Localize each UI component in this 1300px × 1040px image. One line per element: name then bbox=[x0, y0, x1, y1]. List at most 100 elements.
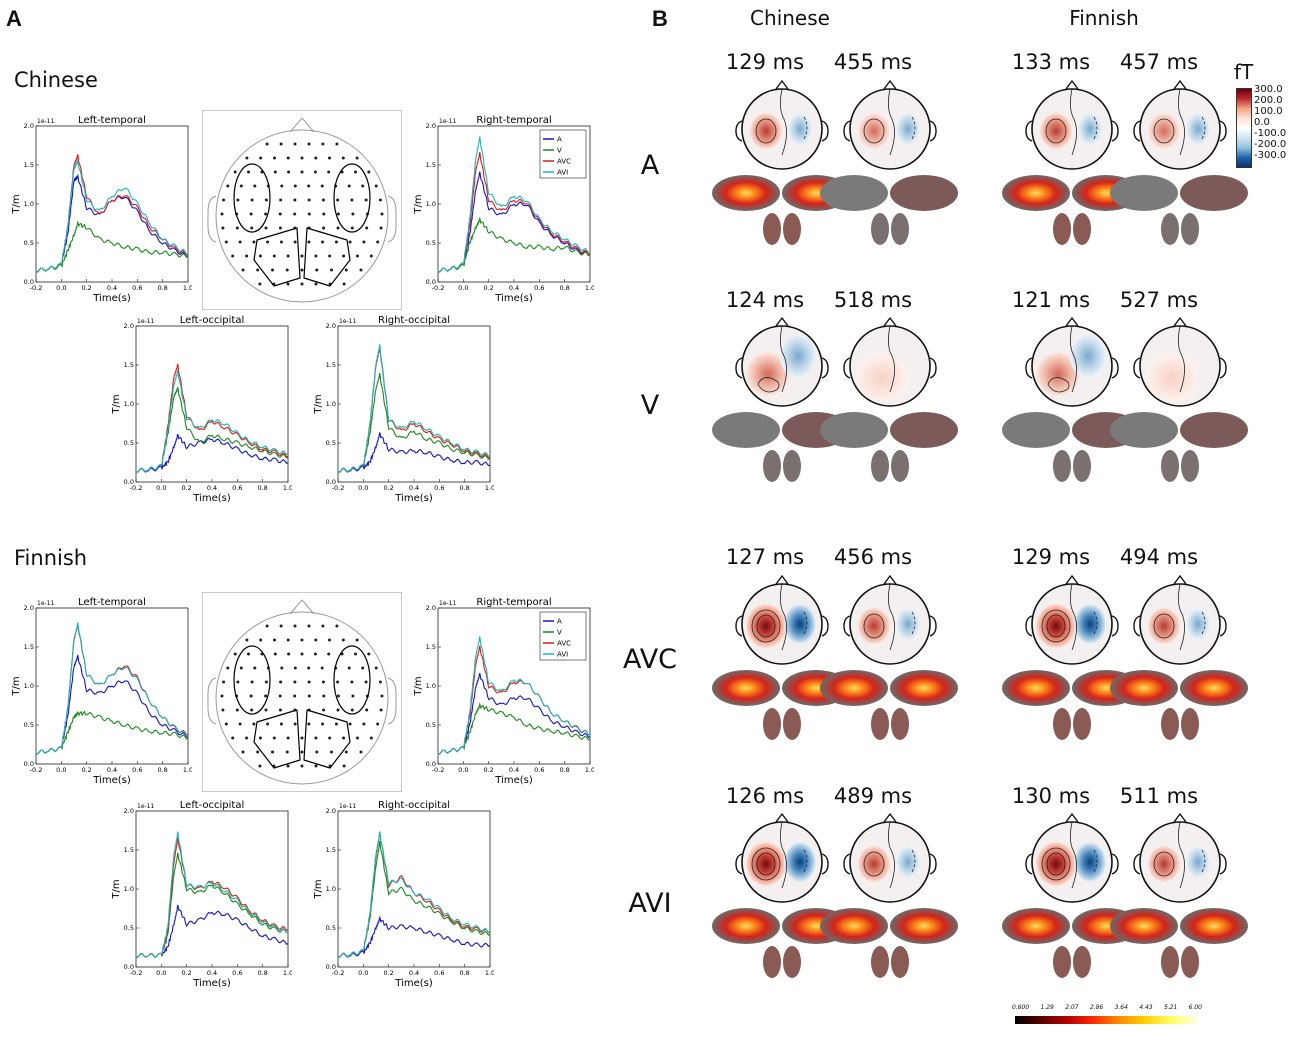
legend: AV AVC AVI bbox=[539, 611, 587, 661]
sensor-dot bbox=[307, 666, 311, 670]
sensor-dot bbox=[259, 156, 263, 160]
sensor-dot bbox=[334, 722, 338, 726]
topomap-ear bbox=[821, 120, 829, 142]
sensor-dot bbox=[293, 184, 297, 188]
region-left-temporal bbox=[233, 645, 271, 715]
sensor-dot bbox=[272, 736, 276, 740]
colorbar-source-tick: 2.07 bbox=[1065, 1004, 1079, 1011]
sensor-dot bbox=[278, 708, 282, 712]
topomap-zero-line bbox=[1070, 821, 1077, 889]
sensor-dot bbox=[249, 212, 253, 216]
sensor-dot bbox=[335, 624, 339, 628]
brain-occipital-left bbox=[871, 450, 889, 482]
series-line-a bbox=[337, 432, 491, 473]
sensor-dot bbox=[239, 184, 243, 188]
sensor-dot bbox=[355, 736, 359, 740]
sensor-dot bbox=[351, 212, 355, 216]
sensor-dot bbox=[351, 694, 355, 698]
x-tick-label: 0.4 bbox=[409, 484, 419, 492]
topomap-contour bbox=[1093, 849, 1098, 873]
y-tick-label: 1.5 bbox=[426, 643, 436, 651]
sensor-dot bbox=[256, 268, 260, 272]
region-right-occipital bbox=[303, 227, 351, 287]
sensor-dot bbox=[362, 240, 366, 244]
sensor-dot bbox=[313, 652, 317, 656]
x-tick-label: -0.2 bbox=[432, 284, 445, 292]
series-line-a bbox=[35, 654, 189, 755]
topomap-ear bbox=[929, 853, 937, 875]
sensor-dot bbox=[258, 736, 262, 740]
sensor-dot bbox=[293, 722, 297, 726]
sensor-dot bbox=[264, 708, 268, 712]
chart-title: Left-occipital bbox=[180, 315, 244, 326]
topomap-nose bbox=[1065, 79, 1079, 90]
sensor-dot bbox=[367, 652, 371, 656]
brain-occipital-left bbox=[1161, 213, 1179, 245]
y-tick-label: 2.0 bbox=[426, 122, 436, 130]
sensor-dot bbox=[355, 638, 359, 642]
sensor-dot bbox=[300, 764, 304, 768]
x-tick-label: 0.0 bbox=[358, 484, 368, 492]
brain-occipital-left bbox=[1161, 708, 1179, 740]
sensor-dot bbox=[321, 624, 325, 628]
sensor-dot bbox=[307, 240, 311, 244]
brain-occipital-right bbox=[1181, 708, 1199, 740]
sensor-dot bbox=[279, 240, 283, 244]
topomap-positive-field bbox=[858, 846, 890, 882]
topomap-ear bbox=[1111, 120, 1119, 142]
brain-lateral-left bbox=[712, 175, 780, 211]
sensor-dot bbox=[279, 142, 283, 146]
ear-right bbox=[387, 195, 397, 243]
plot-frame bbox=[35, 125, 189, 283]
sensor-dot bbox=[364, 198, 368, 202]
sensor-dot bbox=[222, 680, 226, 684]
sensor-layout-diagram-chinese bbox=[202, 110, 402, 310]
topomap-positive-field bbox=[856, 354, 908, 402]
sensor-dot bbox=[266, 240, 270, 244]
topomap-contour bbox=[1153, 851, 1175, 877]
sensor-dot bbox=[327, 652, 331, 656]
y-tick-label: 1.0 bbox=[426, 682, 436, 690]
topomap-zero-line bbox=[780, 325, 787, 393]
latency-label: 129 ms bbox=[1011, 545, 1091, 569]
sensor-dot bbox=[293, 198, 297, 202]
sensor-dot bbox=[320, 666, 324, 670]
series-line-v bbox=[337, 372, 491, 473]
plot-frame bbox=[337, 325, 491, 483]
sensor-dot bbox=[287, 170, 291, 174]
topomap-ear bbox=[1111, 853, 1119, 875]
scale-label: 1e-11 bbox=[339, 318, 356, 325]
brain-occipital-right bbox=[783, 213, 801, 245]
y-tick-label: 0.5 bbox=[124, 439, 134, 447]
topomap-nose bbox=[1065, 316, 1079, 327]
topomap-ear bbox=[843, 615, 851, 637]
topomap-ear bbox=[821, 853, 829, 875]
sensor-dot bbox=[355, 254, 359, 258]
sensor-dot bbox=[362, 722, 366, 726]
panel-a-label: A bbox=[6, 6, 22, 31]
brain-occipital-left bbox=[1053, 213, 1071, 245]
sensor-dot bbox=[322, 708, 326, 712]
colorbar-source-tick: 2.86 bbox=[1089, 1004, 1104, 1011]
topomap-nose bbox=[1173, 812, 1187, 823]
latency-label: 455 ms bbox=[833, 50, 913, 74]
latency-label: 518 ms bbox=[833, 288, 913, 312]
legend: AV AVC AVI bbox=[539, 129, 587, 179]
brain-occipital-right bbox=[1073, 708, 1091, 740]
brain-lateral-left bbox=[1110, 670, 1178, 706]
sensor-dot bbox=[322, 212, 326, 216]
topomap-ear bbox=[821, 357, 829, 379]
panel-b-label: B bbox=[652, 6, 668, 31]
topomap-positive-field bbox=[858, 608, 890, 644]
topomap bbox=[1025, 812, 1119, 903]
series-line-a bbox=[437, 171, 591, 273]
y-tick-label: 2.0 bbox=[24, 122, 34, 130]
x-tick-label: -0.2 bbox=[130, 969, 143, 977]
topomap-contour bbox=[1046, 614, 1066, 638]
x-tick-label: 0.2 bbox=[81, 766, 91, 774]
topomap bbox=[735, 574, 829, 665]
y-tick-label: 1.5 bbox=[326, 361, 336, 369]
y-tick-label: 0.0 bbox=[24, 760, 34, 768]
